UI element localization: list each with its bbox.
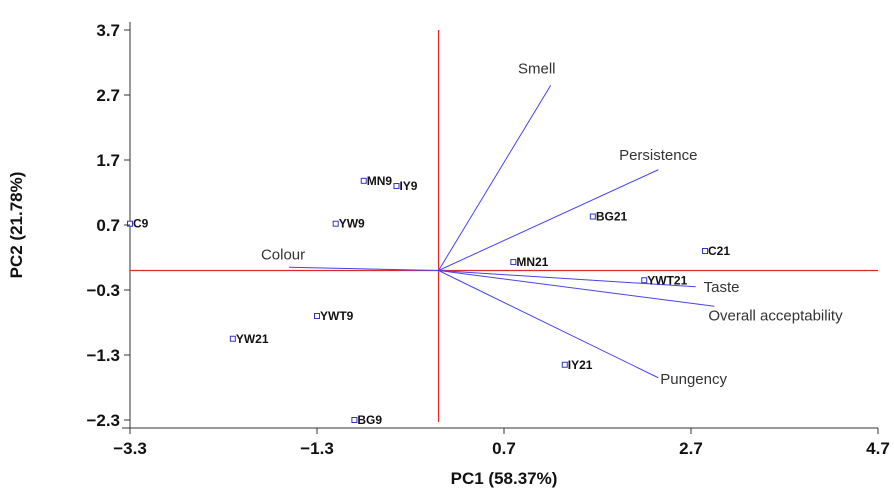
score-point-c21 <box>702 248 709 254</box>
score-point-iy21 <box>561 361 568 368</box>
score-label-bg9: BG9 <box>357 413 382 427</box>
score-point-bg9 <box>351 417 358 423</box>
score-point-yw9 <box>332 220 339 227</box>
x-tick-label: 2.7 <box>679 439 703 458</box>
y-axis-ticks: 3.7 2.7 1.7 0.7 −0.3 −1.3 −2.3 <box>86 21 130 430</box>
score-label-ywt9: YWT9 <box>320 309 354 323</box>
score-label-iy21: IY21 <box>568 358 593 372</box>
loading-vector-pungency <box>438 270 659 379</box>
score-point-yw21 <box>229 335 236 342</box>
x-tick-label: −1.3 <box>300 439 334 458</box>
score-label-mn21: MN21 <box>516 255 548 269</box>
score-points: C9 MN9 IY9 YW9 BG21 C21 MN21 YWT21 YWT9 YW21 IY21 B… <box>127 174 730 427</box>
loading-label-smell: Smell <box>518 60 556 77</box>
x-tick-label: 4.7 <box>866 439 890 458</box>
loading-vector-smell <box>438 84 552 271</box>
score-label-c21: C21 <box>708 244 730 258</box>
y-axis-title: PC2 (21.78%) <box>7 172 26 279</box>
loading-vector-persistence <box>438 169 659 271</box>
loading-label-taste: Taste <box>704 279 740 296</box>
score-point-ywt9 <box>314 313 320 319</box>
loading-vectors: Smell Persistence Colour Taste Overall accep… <box>261 60 843 388</box>
score-label-ywt21: YWT21 <box>647 273 687 287</box>
loading-vector-taste <box>438 270 696 288</box>
y-tick-label: −1.3 <box>86 346 120 365</box>
x-axis-ticks: −3.3 −1.3 0.7 2.7 4.7 <box>113 428 890 458</box>
y-tick-label: 2.7 <box>96 86 120 105</box>
x-axis-title: PC1 (58.37%) <box>451 469 558 488</box>
x-tick-label: 0.7 <box>492 439 516 458</box>
y-tick-label: 1.7 <box>96 151 120 170</box>
loading-label-pungency: Pungency <box>660 371 727 388</box>
loading-label-persistence: Persistence <box>619 147 697 164</box>
score-point-mn9 <box>360 177 367 184</box>
x-tick-label: −3.3 <box>113 439 147 458</box>
y-tick-label: −2.3 <box>86 411 120 430</box>
loading-vector-colour <box>288 266 439 271</box>
score-point-bg21 <box>589 213 596 220</box>
score-point-mn21 <box>510 259 517 266</box>
y-tick-label: −0.3 <box>86 281 120 300</box>
score-point-ywt21 <box>641 277 648 284</box>
plot-frame <box>122 22 878 429</box>
score-point-iy9 <box>393 183 400 189</box>
score-label-yw21: YW21 <box>236 332 269 346</box>
loading-vector-overall-acceptability <box>438 270 715 307</box>
loading-label-colour: Colour <box>261 246 305 263</box>
score-label-yw9: YW9 <box>339 217 365 231</box>
loading-label-overall-acceptability: Overall acceptability <box>708 307 843 324</box>
score-label-bg21: BG21 <box>596 210 628 224</box>
y-tick-label: 0.7 <box>96 216 120 235</box>
score-label-iy9: IY9 <box>399 179 417 193</box>
y-tick-label: 3.7 <box>96 21 120 40</box>
score-label-c9: C9 <box>133 217 149 231</box>
score-point-c9 <box>127 220 133 227</box>
zero-lines <box>130 30 878 422</box>
score-label-mn9: MN9 <box>367 174 393 188</box>
